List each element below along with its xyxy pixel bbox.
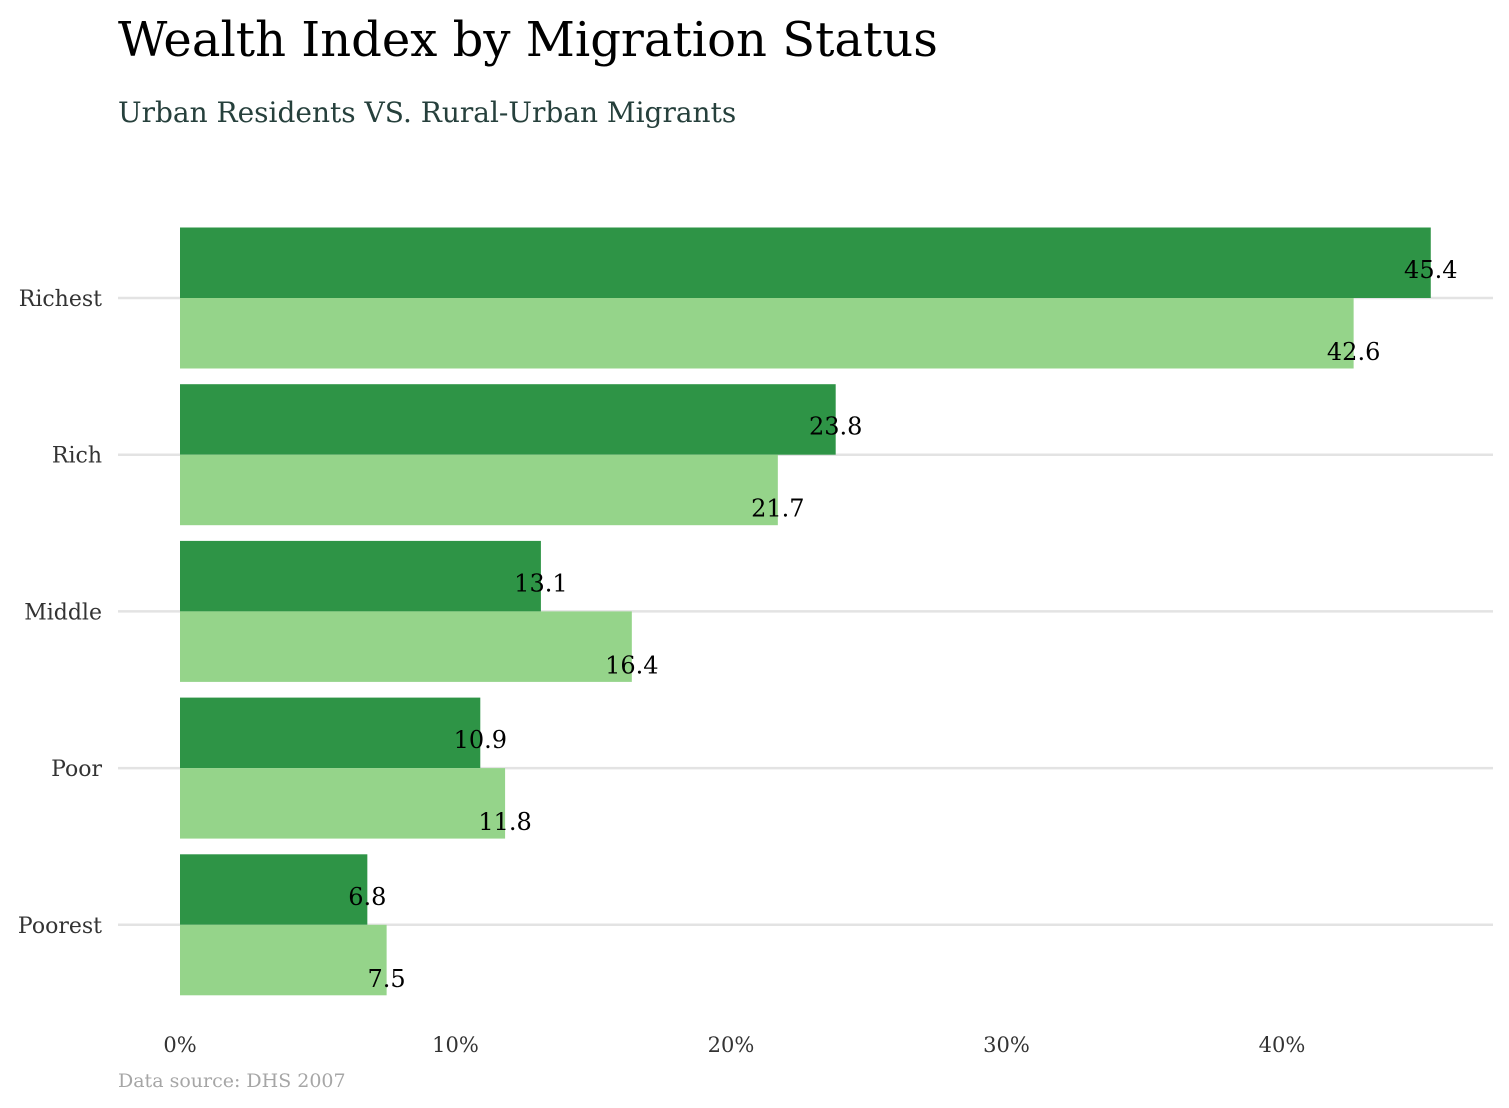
- category-axis: Richest Rich Middle Poor Poorest: [18, 287, 103, 939]
- x-axis: 0% 10% 20% 30% 40%: [163, 1033, 1305, 1057]
- value-label-poorest-series-1: 6.8: [348, 883, 386, 911]
- x-tick-label-30: 30%: [983, 1033, 1030, 1057]
- x-tick-label-40: 40%: [1259, 1033, 1306, 1057]
- category-label-middle: Middle: [24, 600, 102, 625]
- bar-poorest-series-1: [180, 854, 368, 925]
- bar-middle-series-1: [180, 540, 541, 612]
- bars: [180, 227, 1431, 996]
- bar-rich-series-1: [180, 384, 836, 455]
- bar-poor-series-1: [180, 697, 481, 769]
- x-tick-label-20: 20%: [708, 1033, 755, 1057]
- value-label-richest-series-2: 42.6: [1327, 338, 1380, 366]
- data-source-note: Data source: DHS 2007: [118, 1070, 346, 1092]
- value-label-poor-series-1: 10.9: [454, 726, 507, 754]
- value-label-middle-series-1: 13.1: [514, 569, 567, 597]
- category-label-rich: Rich: [52, 444, 102, 469]
- category-label-poor: Poor: [51, 757, 102, 782]
- category-label-richest: Richest: [19, 287, 102, 312]
- category-label-poorest: Poorest: [18, 914, 102, 939]
- bar-richest-series-2: [180, 298, 1354, 369]
- bar-poorest-series-2: [180, 924, 387, 996]
- chart-subtitle: Urban Residents VS. Rural-Urban Migrants: [118, 96, 736, 129]
- value-label-poor-series-2: 11.8: [478, 808, 531, 836]
- bar-rich-series-2: [180, 454, 778, 526]
- value-label-rich-series-1: 23.8: [809, 413, 862, 441]
- x-tick-label-10: 10%: [432, 1033, 479, 1057]
- value-label-middle-series-2: 16.4: [605, 651, 658, 679]
- value-label-richest-series-1: 45.4: [1404, 256, 1457, 284]
- value-label-rich-series-2: 21.7: [751, 495, 804, 523]
- value-labels: 45.4 42.6 23.8 21.7 13.1 16.4 10.9 11.8 6.8 7.5: [348, 256, 1457, 993]
- bar-richest-series-1: [180, 227, 1431, 298]
- chart-title: Wealth Index by Migration Status: [118, 12, 938, 68]
- bar-middle-series-2: [180, 611, 632, 682]
- x-tick-label-0: 0%: [163, 1033, 196, 1057]
- bar-poor-series-2: [180, 768, 506, 839]
- value-label-poorest-series-2: 7.5: [368, 965, 406, 993]
